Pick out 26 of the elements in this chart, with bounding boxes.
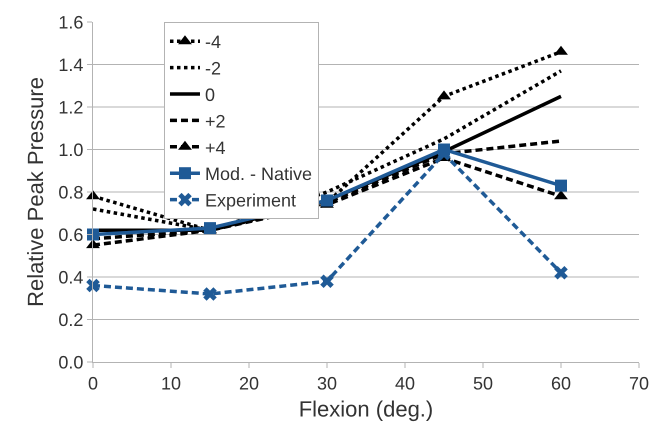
x-tick-label: 10	[160, 374, 182, 394]
x-tick-label: 40	[394, 374, 416, 394]
legend-label: +2	[204, 111, 226, 132]
legend-label: -2	[204, 58, 221, 79]
y-tick-label: 1.2	[58, 97, 84, 118]
x-axis-title: Flexion (deg.)	[298, 396, 434, 422]
y-tick-label: 1.0	[58, 140, 84, 160]
x-tick-label: 70	[628, 374, 650, 394]
y-tick-label: 0.2	[58, 310, 84, 330]
legend-label: Experiment	[204, 190, 296, 211]
y-tick-label: 0.6	[58, 224, 84, 245]
y-tick-label: 0.8	[58, 182, 84, 202]
y-tick-label: 0.0	[58, 352, 84, 372]
y-tick-label: 0.4	[58, 267, 84, 288]
x-tick-label: 60	[550, 374, 572, 394]
legend-label: 0	[204, 85, 215, 106]
x-tick-label: 0	[88, 374, 98, 394]
legend-label: -4	[204, 32, 221, 52]
x-tick-label: 30	[316, 374, 338, 394]
y-tick-label: 1.4	[58, 54, 84, 75]
legend-label: Mod. - Native	[204, 164, 312, 184]
x-tick-label: 20	[238, 374, 260, 394]
y-axis-title: Relative Peak Pressure	[23, 77, 48, 307]
legend-label: +4	[204, 138, 226, 158]
x-tick-label: 50	[472, 374, 494, 394]
y-tick-label: 1.6	[58, 12, 84, 32]
